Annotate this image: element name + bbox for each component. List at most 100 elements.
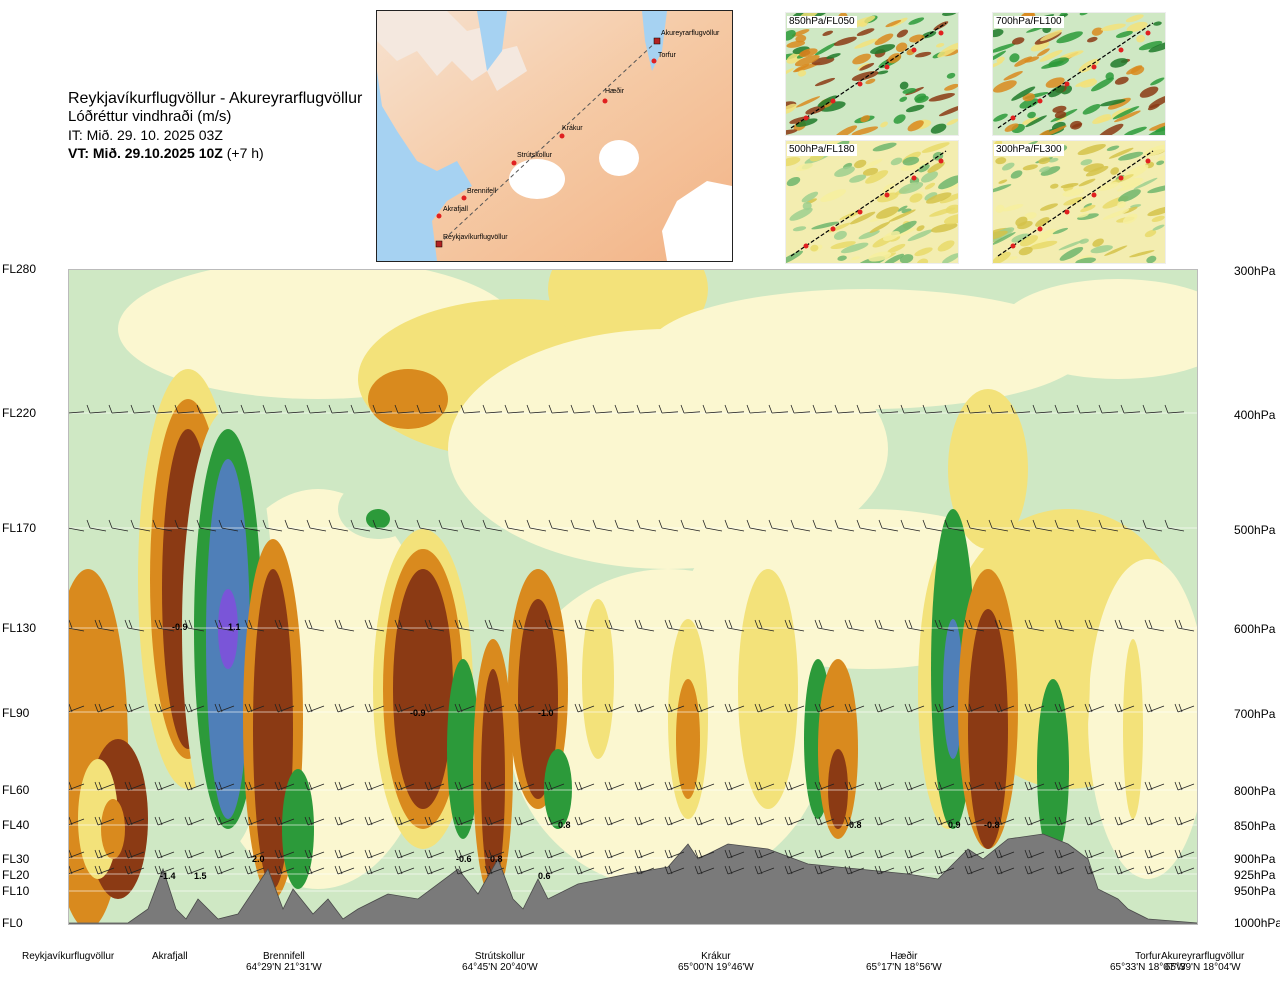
level-label-left: FL60 xyxy=(2,783,30,797)
wind-barb xyxy=(964,865,985,875)
wind-barb-shaft xyxy=(157,867,175,875)
wind-barb xyxy=(424,619,445,632)
wind-barb-shaft xyxy=(877,818,895,826)
wind-barb xyxy=(364,619,385,632)
wind-barb-feather xyxy=(214,619,219,629)
wind-barb-feather xyxy=(698,849,703,859)
thumb-field-patch xyxy=(1106,145,1120,151)
wind-barb-feather xyxy=(184,619,189,629)
wind-barb-feather xyxy=(938,865,943,875)
wind-barb-feather xyxy=(518,816,523,826)
wind-barb xyxy=(694,703,715,713)
wind-barb-feather xyxy=(124,781,129,791)
wind-barb xyxy=(874,849,895,859)
wind-barb xyxy=(484,703,505,713)
valid-time: VT: Mið. 29.10.2025 10Z xyxy=(68,145,223,161)
thumb-field-patch xyxy=(872,142,897,152)
wind-barb xyxy=(844,619,865,632)
wind-barb-feather xyxy=(758,865,763,875)
wind-barb xyxy=(702,519,723,532)
wind-barb-shaft xyxy=(1087,705,1105,713)
wind-barb-feather xyxy=(514,703,519,713)
wind-barb-feather xyxy=(668,781,673,791)
wind-barb-feather xyxy=(304,816,309,826)
thumb-field-patch xyxy=(907,229,933,242)
wind-barb-feather xyxy=(1144,781,1149,791)
thumb-field-patch xyxy=(865,78,876,85)
wind-barb xyxy=(94,703,115,713)
wind-barb xyxy=(904,781,925,791)
wind-barb xyxy=(994,849,1015,859)
thumb-field-patch xyxy=(860,115,871,123)
wind-barb-shaft xyxy=(309,411,327,414)
wind-barb xyxy=(304,703,325,713)
thumb-field-patch xyxy=(1091,27,1104,36)
wind-barb-shaft xyxy=(1057,851,1075,859)
wind-barb xyxy=(784,816,805,826)
wind-barb-feather xyxy=(174,519,179,529)
wind-barb-feather xyxy=(638,619,643,629)
thumbnail-700hpa[interactable]: 700hPa/FL100 xyxy=(992,12,1166,136)
wind-barb xyxy=(350,404,371,414)
wind-barb-feather xyxy=(94,781,99,791)
wind-barb-feather xyxy=(818,781,823,791)
wind-barb xyxy=(844,865,865,875)
wind-barb-feather xyxy=(484,703,489,713)
wind-barb-feather xyxy=(1174,619,1179,629)
location-name: Akrafjall xyxy=(152,951,188,962)
plot-border xyxy=(68,269,1198,925)
wind-barb-shaft xyxy=(517,783,535,791)
wind-barb-feather xyxy=(1024,619,1029,629)
wind-barb-feather xyxy=(504,404,509,414)
wind-barb-shaft xyxy=(485,411,503,414)
wind-barb-feather xyxy=(938,619,943,629)
wind-barb-shaft xyxy=(97,851,115,859)
wind-barb-feather xyxy=(934,619,939,629)
level-label-left: FL280 xyxy=(2,262,37,276)
thumb-field-patch xyxy=(1090,245,1113,254)
wind-barb-feather xyxy=(130,404,135,414)
wind-barb-shaft xyxy=(907,783,925,791)
wind-barb-feather xyxy=(240,519,245,529)
wind-barb xyxy=(966,404,987,414)
wind-barb xyxy=(1098,519,1119,532)
thumbnail-300hpa[interactable]: 300hPa/FL300 xyxy=(992,140,1166,264)
wind-barb-shaft xyxy=(877,867,895,875)
wind-barb-feather xyxy=(1118,781,1123,791)
wind-barb-feather xyxy=(966,404,971,414)
wind-barb-feather xyxy=(1054,404,1059,414)
thumb-field-patch xyxy=(1147,206,1165,217)
wind-barb-shaft xyxy=(1147,867,1165,875)
wind-barb-shaft xyxy=(529,527,547,532)
wind-barb-feather xyxy=(1084,703,1089,713)
wind-barb-feather xyxy=(754,816,759,826)
wind-barb-feather xyxy=(304,619,309,629)
thumb-field-patch xyxy=(877,192,899,203)
wind-barb-feather xyxy=(608,703,613,713)
thumb-field-patch xyxy=(852,53,871,65)
wind-barb-feather xyxy=(1114,849,1119,859)
wind-barb-feather xyxy=(514,619,519,629)
wind-barb-shaft xyxy=(877,783,895,791)
wind-barb xyxy=(1144,865,1165,875)
wind-barb-feather xyxy=(668,619,673,629)
wind-barb-feather xyxy=(398,816,403,826)
wind-barb-feather xyxy=(934,781,939,791)
wind-barb xyxy=(154,816,175,826)
wind-barb-feather xyxy=(124,865,129,875)
thumb-field-patch xyxy=(1006,256,1018,261)
contour-value-label: 0.8 xyxy=(490,854,503,864)
wind-barb-shaft xyxy=(1177,818,1195,826)
wind-barb-feather xyxy=(784,865,789,875)
wind-barb-feather xyxy=(274,703,279,713)
wind-barb-feather xyxy=(570,404,575,414)
wind-barb-feather xyxy=(518,781,523,791)
thumb-field-patch xyxy=(1080,204,1096,213)
wind-barb-feather xyxy=(454,816,459,826)
wind-barb-feather xyxy=(394,865,399,875)
wind-barb-feather xyxy=(664,865,669,875)
thumbnail-500hpa[interactable]: 500hPa/FL180 xyxy=(785,140,959,264)
wind-barb xyxy=(1054,781,1075,791)
thumbnail-850hpa[interactable]: 850hPa/FL050 xyxy=(785,12,959,136)
wind-barb-feather xyxy=(364,816,369,826)
